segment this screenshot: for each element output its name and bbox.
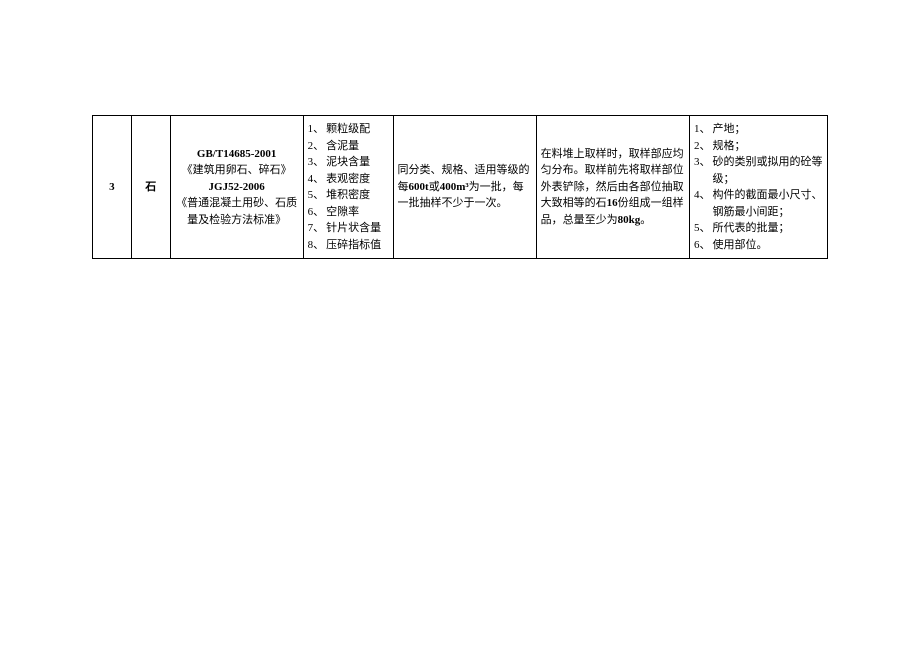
list-item: 7、针片状含量 bbox=[308, 220, 389, 237]
note-text: 规格； bbox=[712, 138, 823, 155]
item-text: 空隙率 bbox=[326, 204, 388, 221]
item-num: 5、 bbox=[694, 220, 711, 237]
item-text: 针片状含量 bbox=[326, 220, 388, 237]
item-num: 1、 bbox=[694, 121, 711, 138]
note-text: 砂的类别或拟用的砼等级； bbox=[712, 154, 823, 187]
item-num: 6、 bbox=[308, 204, 325, 221]
item-num: 6、 bbox=[694, 237, 711, 254]
batch-rule-cell: 同分类、规格、适用等级的每600t或400m³为一批，每一批抽样不少于一次。 bbox=[393, 116, 536, 259]
item-num: 7、 bbox=[308, 220, 325, 237]
standard-desc-2: 《普通混凝土用砂、石质量及检验方法标准》 bbox=[175, 195, 299, 228]
batch-bold-1: 600t bbox=[409, 181, 429, 193]
list-item: 6、空隙率 bbox=[308, 204, 389, 221]
sampling-method-cell: 在料堆上取样时，取样部应均匀分布。取样前先将取样部位外表铲除，然后由各部位抽取大… bbox=[536, 116, 689, 259]
list-item: 3、泥块含量 bbox=[308, 154, 389, 171]
note-text: 产地； bbox=[712, 121, 823, 138]
batch-text-mid: 或 bbox=[429, 181, 440, 193]
list-item: 5、堆积密度 bbox=[308, 187, 389, 204]
sampling-standard-table: 3 石 GB/T14685-2001 《建筑用卵石、碎石》 JGJ52-2006… bbox=[92, 115, 828, 259]
item-num: 5、 bbox=[308, 187, 325, 204]
standard-desc-1: 《建筑用卵石、碎石》 bbox=[175, 162, 299, 179]
item-text: 堆积密度 bbox=[326, 187, 388, 204]
test-items-list: 1、颗粒级配 2、含泥量 3、泥块含量 4、表观密度 5、堆积密度 6、空隙率 … bbox=[308, 121, 389, 253]
note-text: 构件的截面最小尺寸、钢筋最小间距； bbox=[712, 187, 823, 220]
row-number-cell: 3 bbox=[93, 116, 132, 259]
list-item: 2、规格； bbox=[694, 138, 823, 155]
standard-code-2: JGJ52-2006 bbox=[175, 179, 299, 196]
sampling-bold-2: 80kg bbox=[618, 214, 641, 226]
item-text: 含泥量 bbox=[326, 138, 388, 155]
item-text: 泥块含量 bbox=[326, 154, 388, 171]
list-item: 8、压碎指标值 bbox=[308, 237, 389, 254]
sampling-text-post: 。 bbox=[640, 214, 651, 226]
item-text: 表观密度 bbox=[326, 171, 388, 188]
list-item: 4、表观密度 bbox=[308, 171, 389, 188]
item-num: 8、 bbox=[308, 237, 325, 254]
item-num: 3、 bbox=[694, 154, 711, 171]
item-num: 3、 bbox=[308, 154, 325, 171]
row-number: 3 bbox=[109, 181, 115, 193]
material-name: 石 bbox=[145, 181, 156, 193]
note-text: 所代表的批量； bbox=[712, 220, 823, 237]
test-items-cell: 1、颗粒级配 2、含泥量 3、泥块含量 4、表观密度 5、堆积密度 6、空隙率 … bbox=[303, 116, 393, 259]
list-item: 1、颗粒级配 bbox=[308, 121, 389, 138]
item-num: 1、 bbox=[308, 121, 325, 138]
list-item: 5、所代表的批量； bbox=[694, 220, 823, 237]
notes-list: 1、产地； 2、规格； 3、砂的类别或拟用的砼等级； 4、构件的截面最小尺寸、钢… bbox=[694, 121, 823, 253]
table-row: 3 石 GB/T14685-2001 《建筑用卵石、碎石》 JGJ52-2006… bbox=[93, 116, 828, 259]
item-num: 4、 bbox=[308, 171, 325, 188]
list-item: 3、砂的类别或拟用的砼等级； bbox=[694, 154, 823, 187]
notes-cell: 1、产地； 2、规格； 3、砂的类别或拟用的砼等级； 4、构件的截面最小尺寸、钢… bbox=[689, 116, 827, 259]
standard-cell: GB/T14685-2001 《建筑用卵石、碎石》 JGJ52-2006 《普通… bbox=[170, 116, 303, 259]
list-item: 6、使用部位。 bbox=[694, 237, 823, 254]
list-item: 4、构件的截面最小尺寸、钢筋最小间距； bbox=[694, 187, 823, 220]
batch-bold-2: 400m³ bbox=[440, 181, 469, 193]
item-num: 2、 bbox=[308, 138, 325, 155]
material-cell: 石 bbox=[131, 116, 170, 259]
list-item: 1、产地； bbox=[694, 121, 823, 138]
item-num: 4、 bbox=[694, 187, 711, 204]
item-text: 颗粒级配 bbox=[326, 121, 388, 138]
list-item: 2、含泥量 bbox=[308, 138, 389, 155]
note-text: 使用部位。 bbox=[712, 237, 823, 254]
item-num: 2、 bbox=[694, 138, 711, 155]
standard-code-1: GB/T14685-2001 bbox=[175, 146, 299, 163]
sampling-bold-1: 16 bbox=[607, 197, 618, 209]
item-text: 压碎指标值 bbox=[326, 237, 388, 254]
